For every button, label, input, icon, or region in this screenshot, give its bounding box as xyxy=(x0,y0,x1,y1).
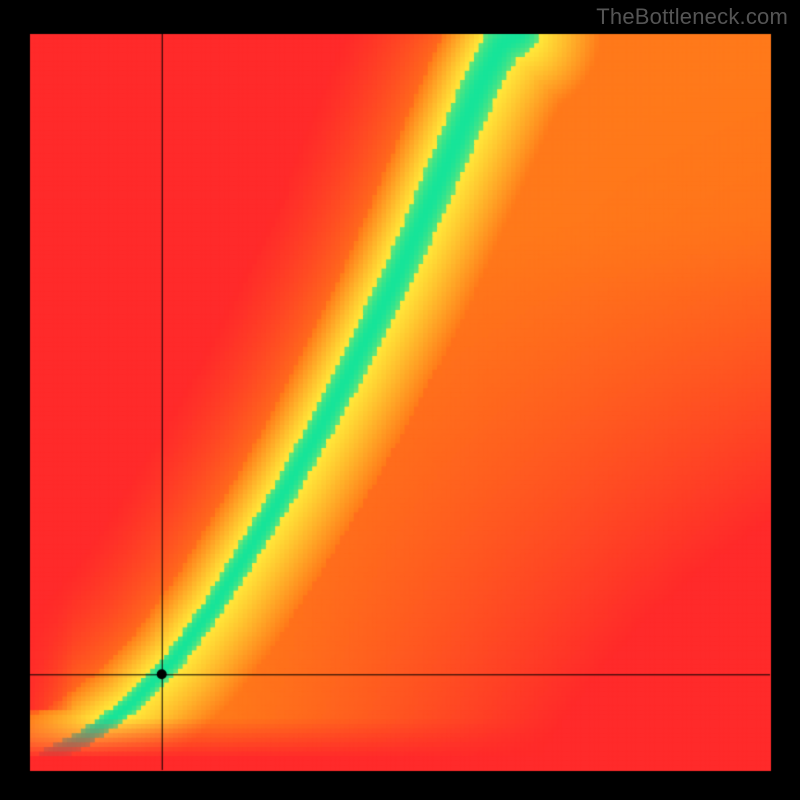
heatmap-canvas xyxy=(0,0,800,800)
chart-container: TheBottleneck.com xyxy=(0,0,800,800)
watermark-text: TheBottleneck.com xyxy=(596,4,788,30)
